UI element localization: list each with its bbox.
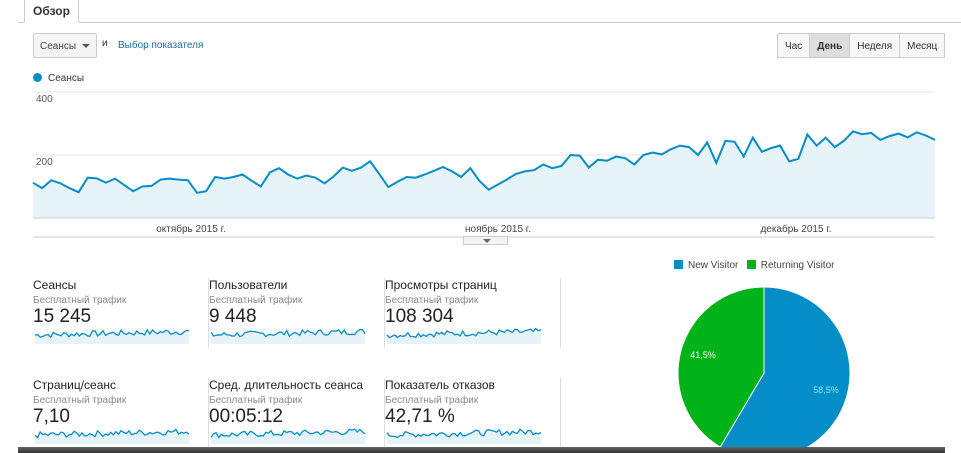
metric-subtitle: Бесплатный трафик bbox=[209, 395, 303, 406]
metric-value: 15 245 bbox=[33, 306, 92, 327]
pie-label: 58,5% bbox=[813, 385, 839, 395]
metric-title: Сред. длительность сеанса bbox=[209, 378, 364, 392]
metric-subtitle: Бесплатный трафик bbox=[33, 295, 127, 306]
bottom-shadow-bar bbox=[18, 447, 945, 453]
tab-overview[interactable]: Обзор bbox=[24, 0, 79, 23]
pie-legend: New Visitor Returning Visitor bbox=[674, 260, 834, 271]
metric-title: Сеансы bbox=[33, 278, 77, 292]
legend-dot-icon bbox=[33, 73, 42, 82]
metric-card[interactable]: Показатель отказов Бесплатный трафик 42,71… bbox=[385, 378, 561, 448]
sparkline-line bbox=[210, 328, 366, 338]
period-month-button[interactable]: Месяц bbox=[899, 33, 946, 58]
metric-subtitle: Бесплатный трафик bbox=[209, 295, 303, 306]
sparkline-area bbox=[387, 429, 541, 444]
metric-value: 42,71 % bbox=[385, 406, 455, 427]
metric-title: Пользователи bbox=[209, 278, 288, 292]
period-day-button[interactable]: День bbox=[809, 33, 851, 58]
metric-card[interactable]: Просмотры страниц Бесплатный трафик 108 30… bbox=[385, 278, 561, 348]
chart-legend: Сеансы bbox=[33, 73, 84, 84]
and-label: и bbox=[102, 38, 108, 49]
metric-card[interactable]: Страниц/сеанс Бесплатный трафик 7,10 bbox=[33, 378, 209, 448]
pie-slice-new-visitor[interactable] bbox=[719, 286, 851, 453]
chevron-down-icon bbox=[483, 239, 491, 243]
legend-swatch-icon bbox=[674, 260, 683, 269]
x-tick-label: декабрь 2015 г. bbox=[760, 223, 831, 235]
metric-value: 108 304 bbox=[385, 306, 454, 327]
metric-select[interactable]: Сеансы bbox=[33, 33, 97, 58]
metric-select-value: Сеансы bbox=[40, 41, 77, 52]
pie-label: 41,5% bbox=[690, 350, 716, 360]
sparkline-area bbox=[35, 429, 189, 444]
metric-title: Показатель отказов bbox=[385, 378, 495, 392]
sparkline-area bbox=[387, 328, 541, 344]
sparkline bbox=[386, 428, 542, 444]
metric-card[interactable]: Сеансы Бесплатный трафик 15 245 bbox=[33, 278, 209, 348]
sparkline-line bbox=[210, 428, 366, 439]
legend-swatch-icon bbox=[746, 260, 756, 269]
select-metric-link[interactable]: Выбор показателя bbox=[118, 40, 204, 51]
sparkline-line bbox=[34, 428, 190, 439]
x-tick-label: октябрь 2015 г. bbox=[156, 223, 226, 235]
metric-subtitle: Бесплатный трафик bbox=[385, 295, 479, 306]
legend-label: Returning Visitor bbox=[760, 260, 835, 271]
metric-subtitle: Бесплатный трафик bbox=[33, 395, 127, 406]
sparkline bbox=[34, 328, 190, 344]
legend-label: Сеансы bbox=[48, 73, 85, 84]
period-hour-button[interactable]: Час bbox=[777, 33, 811, 58]
sessions-line-chart: 400 200 октябрь 2015 г. ноябрь 2015 г. д… bbox=[32, 91, 936, 238]
period-week-button[interactable]: Неделя bbox=[849, 33, 901, 58]
metric-subtitle: Бесплатный трафик bbox=[385, 395, 479, 406]
period-buttons: Час День Неделя Месяц bbox=[777, 33, 946, 58]
metric-value: 9 448 bbox=[209, 306, 257, 327]
sparkline-line bbox=[386, 327, 542, 339]
metric-title: Просмотры страниц bbox=[385, 278, 497, 292]
x-tick-label: ноябрь 2015 г. bbox=[465, 223, 531, 235]
sparkline bbox=[210, 428, 366, 444]
chevron-down-icon bbox=[82, 44, 90, 48]
metric-value: 7,10 bbox=[33, 406, 70, 427]
tab-bar: Обзор bbox=[18, 0, 961, 23]
sparkline bbox=[34, 428, 190, 444]
sparkline-area bbox=[211, 329, 365, 344]
metric-title: Страниц/сеанс bbox=[33, 378, 117, 392]
metric-card[interactable]: Пользователи Бесплатный трафик 9 448 bbox=[209, 278, 385, 348]
sparkline-line bbox=[34, 328, 190, 339]
sparkline-line bbox=[386, 428, 542, 439]
chart-resize-handle[interactable] bbox=[463, 236, 508, 245]
y-tick-label: 400 bbox=[36, 94, 53, 105]
y-tick-label: 200 bbox=[36, 157, 53, 168]
legend-label: New Visitor bbox=[688, 260, 739, 271]
pie-slice-returning-visitor[interactable] bbox=[677, 286, 765, 448]
series-area bbox=[33, 131, 935, 218]
metric-card[interactable]: Сред. длительность сеанса Бесплатный траф… bbox=[209, 378, 385, 448]
sparkline bbox=[386, 327, 542, 344]
sparkline bbox=[210, 328, 366, 344]
series-line bbox=[32, 130, 936, 194]
metric-value: 00:05:12 bbox=[209, 406, 283, 427]
